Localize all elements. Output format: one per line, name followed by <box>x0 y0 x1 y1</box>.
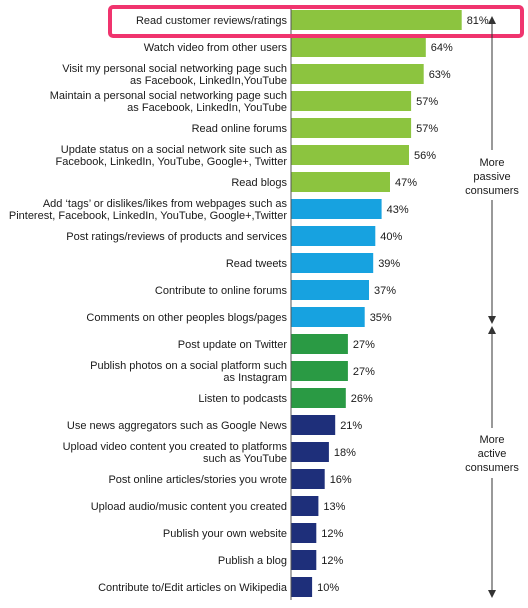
value-label-19: 13% <box>323 501 345 513</box>
category-label-9: Post ratings/reviews of products and ser… <box>66 231 287 243</box>
category-label-3-line-2: as Facebook, LinkedIn,YouTube <box>130 75 287 87</box>
category-label-4-line-2: as Facebook, LinkedIn, YouTube <box>127 102 287 114</box>
value-label-21: 12% <box>321 555 343 567</box>
value-label-3: 63% <box>429 69 451 81</box>
bar-21 <box>291 550 317 570</box>
value-label-8: 43% <box>387 204 409 216</box>
bars-layer: 81% Read customer reviews/ratings 64% Watch… <box>9 10 489 597</box>
bar-20 <box>291 523 317 543</box>
annotation-top-line-2: passive <box>473 171 510 183</box>
category-label-11: Contribute to online forums <box>155 285 288 297</box>
bar-9 <box>291 226 376 246</box>
bar-12 <box>291 307 365 327</box>
category-label-8-line-2: Pinterest, Facebook, LinkedIn, YouTube, … <box>9 210 287 222</box>
value-label-2: 64% <box>431 42 453 54</box>
arrowhead-up-icon <box>488 16 496 24</box>
value-label-18: 16% <box>330 474 352 486</box>
category-label-21: Publish a blog <box>218 555 287 567</box>
annotation-top-line-1: More <box>479 157 504 169</box>
direction-arrows <box>488 16 496 598</box>
value-label-10: 39% <box>378 258 400 270</box>
bar-18 <box>291 469 325 489</box>
annotation-bottom-line-1: More <box>479 434 504 446</box>
active-consumers-annotation: More active consumers <box>465 434 519 474</box>
value-label-4: 57% <box>416 96 438 108</box>
category-label-3-line-1: Visit my personal social networking page… <box>62 63 287 75</box>
value-label-22: 10% <box>317 582 339 594</box>
category-label-8-line-1: Add ‘tags’ or dislikes/likes from webpag… <box>43 198 288 210</box>
bar-1 <box>291 10 462 30</box>
category-label-4-line-1: Maintain a personal social networking pa… <box>50 90 287 102</box>
bar-3 <box>291 64 424 84</box>
bar-8 <box>291 199 382 219</box>
passive-consumers-annotation: More passive consumers <box>465 157 519 197</box>
category-label-19: Upload audio/music content you created <box>91 501 287 513</box>
bar-13 <box>291 334 348 354</box>
category-label-2: Watch video from other users <box>144 42 288 54</box>
value-label-1: 81% <box>467 15 489 27</box>
arrowhead-down-icon <box>488 316 496 324</box>
value-label-5: 57% <box>416 123 438 135</box>
category-label-6-line-2: Facebook, LinkedIn, YouTube, Google+, Tw… <box>56 156 288 168</box>
category-label-18: Post online articles/stories you wrote <box>108 474 287 486</box>
category-label-17-line-1: Upload video content you created to plat… <box>63 441 288 453</box>
bar-14 <box>291 361 348 381</box>
annotation-bottom-line-3: consumers <box>465 462 519 474</box>
value-label-6: 56% <box>414 150 436 162</box>
value-label-7: 47% <box>395 177 417 189</box>
value-label-13: 27% <box>353 339 375 351</box>
category-label-1: Read customer reviews/ratings <box>136 15 288 27</box>
value-label-12: 35% <box>370 312 392 324</box>
arrowhead-up-bottom-icon <box>488 326 496 334</box>
category-label-7: Read blogs <box>231 177 287 189</box>
value-label-15: 26% <box>351 393 373 405</box>
value-label-16: 21% <box>340 420 362 432</box>
category-label-14-line-1: Publish photos on a social platform such <box>90 360 287 372</box>
bar-15 <box>291 388 346 408</box>
bar-22 <box>291 577 313 597</box>
bar-4 <box>291 91 412 111</box>
bar-17 <box>291 442 329 462</box>
category-label-12: Comments on other peoples blogs/pages <box>86 312 287 324</box>
category-label-15: Listen to podcasts <box>198 393 287 405</box>
value-label-11: 37% <box>374 285 396 297</box>
category-label-5: Read online forums <box>192 123 288 135</box>
annotation-top-line-3: consumers <box>465 185 519 197</box>
bar-16 <box>291 415 336 435</box>
highlight-box <box>108 5 524 38</box>
bar-19 <box>291 496 319 516</box>
category-label-10: Read tweets <box>226 258 288 270</box>
category-label-17-line-2: such as YouTube <box>203 453 287 465</box>
category-label-6-line-1: Update status on a social network site s… <box>61 144 288 156</box>
annotation-bottom-line-2: active <box>478 448 507 460</box>
bar-11 <box>291 280 369 300</box>
arrowhead-down-bottom-icon <box>488 590 496 598</box>
category-label-22: Contribute to/Edit articles on Wikipedia <box>98 582 288 594</box>
value-label-9: 40% <box>380 231 402 243</box>
bar-6 <box>291 145 409 165</box>
value-label-17: 18% <box>334 447 356 459</box>
value-label-14: 27% <box>353 366 375 378</box>
category-label-13: Post update on Twitter <box>178 339 288 351</box>
bar-5 <box>291 118 412 138</box>
bar-2 <box>291 37 426 57</box>
value-label-20: 12% <box>321 528 343 540</box>
bar-10 <box>291 253 374 273</box>
category-label-14-line-2: as Instagram <box>223 372 287 384</box>
category-label-20: Publish your own website <box>163 528 287 540</box>
category-label-16: Use news aggregators such as Google News <box>67 420 288 432</box>
bar-7 <box>291 172 390 192</box>
